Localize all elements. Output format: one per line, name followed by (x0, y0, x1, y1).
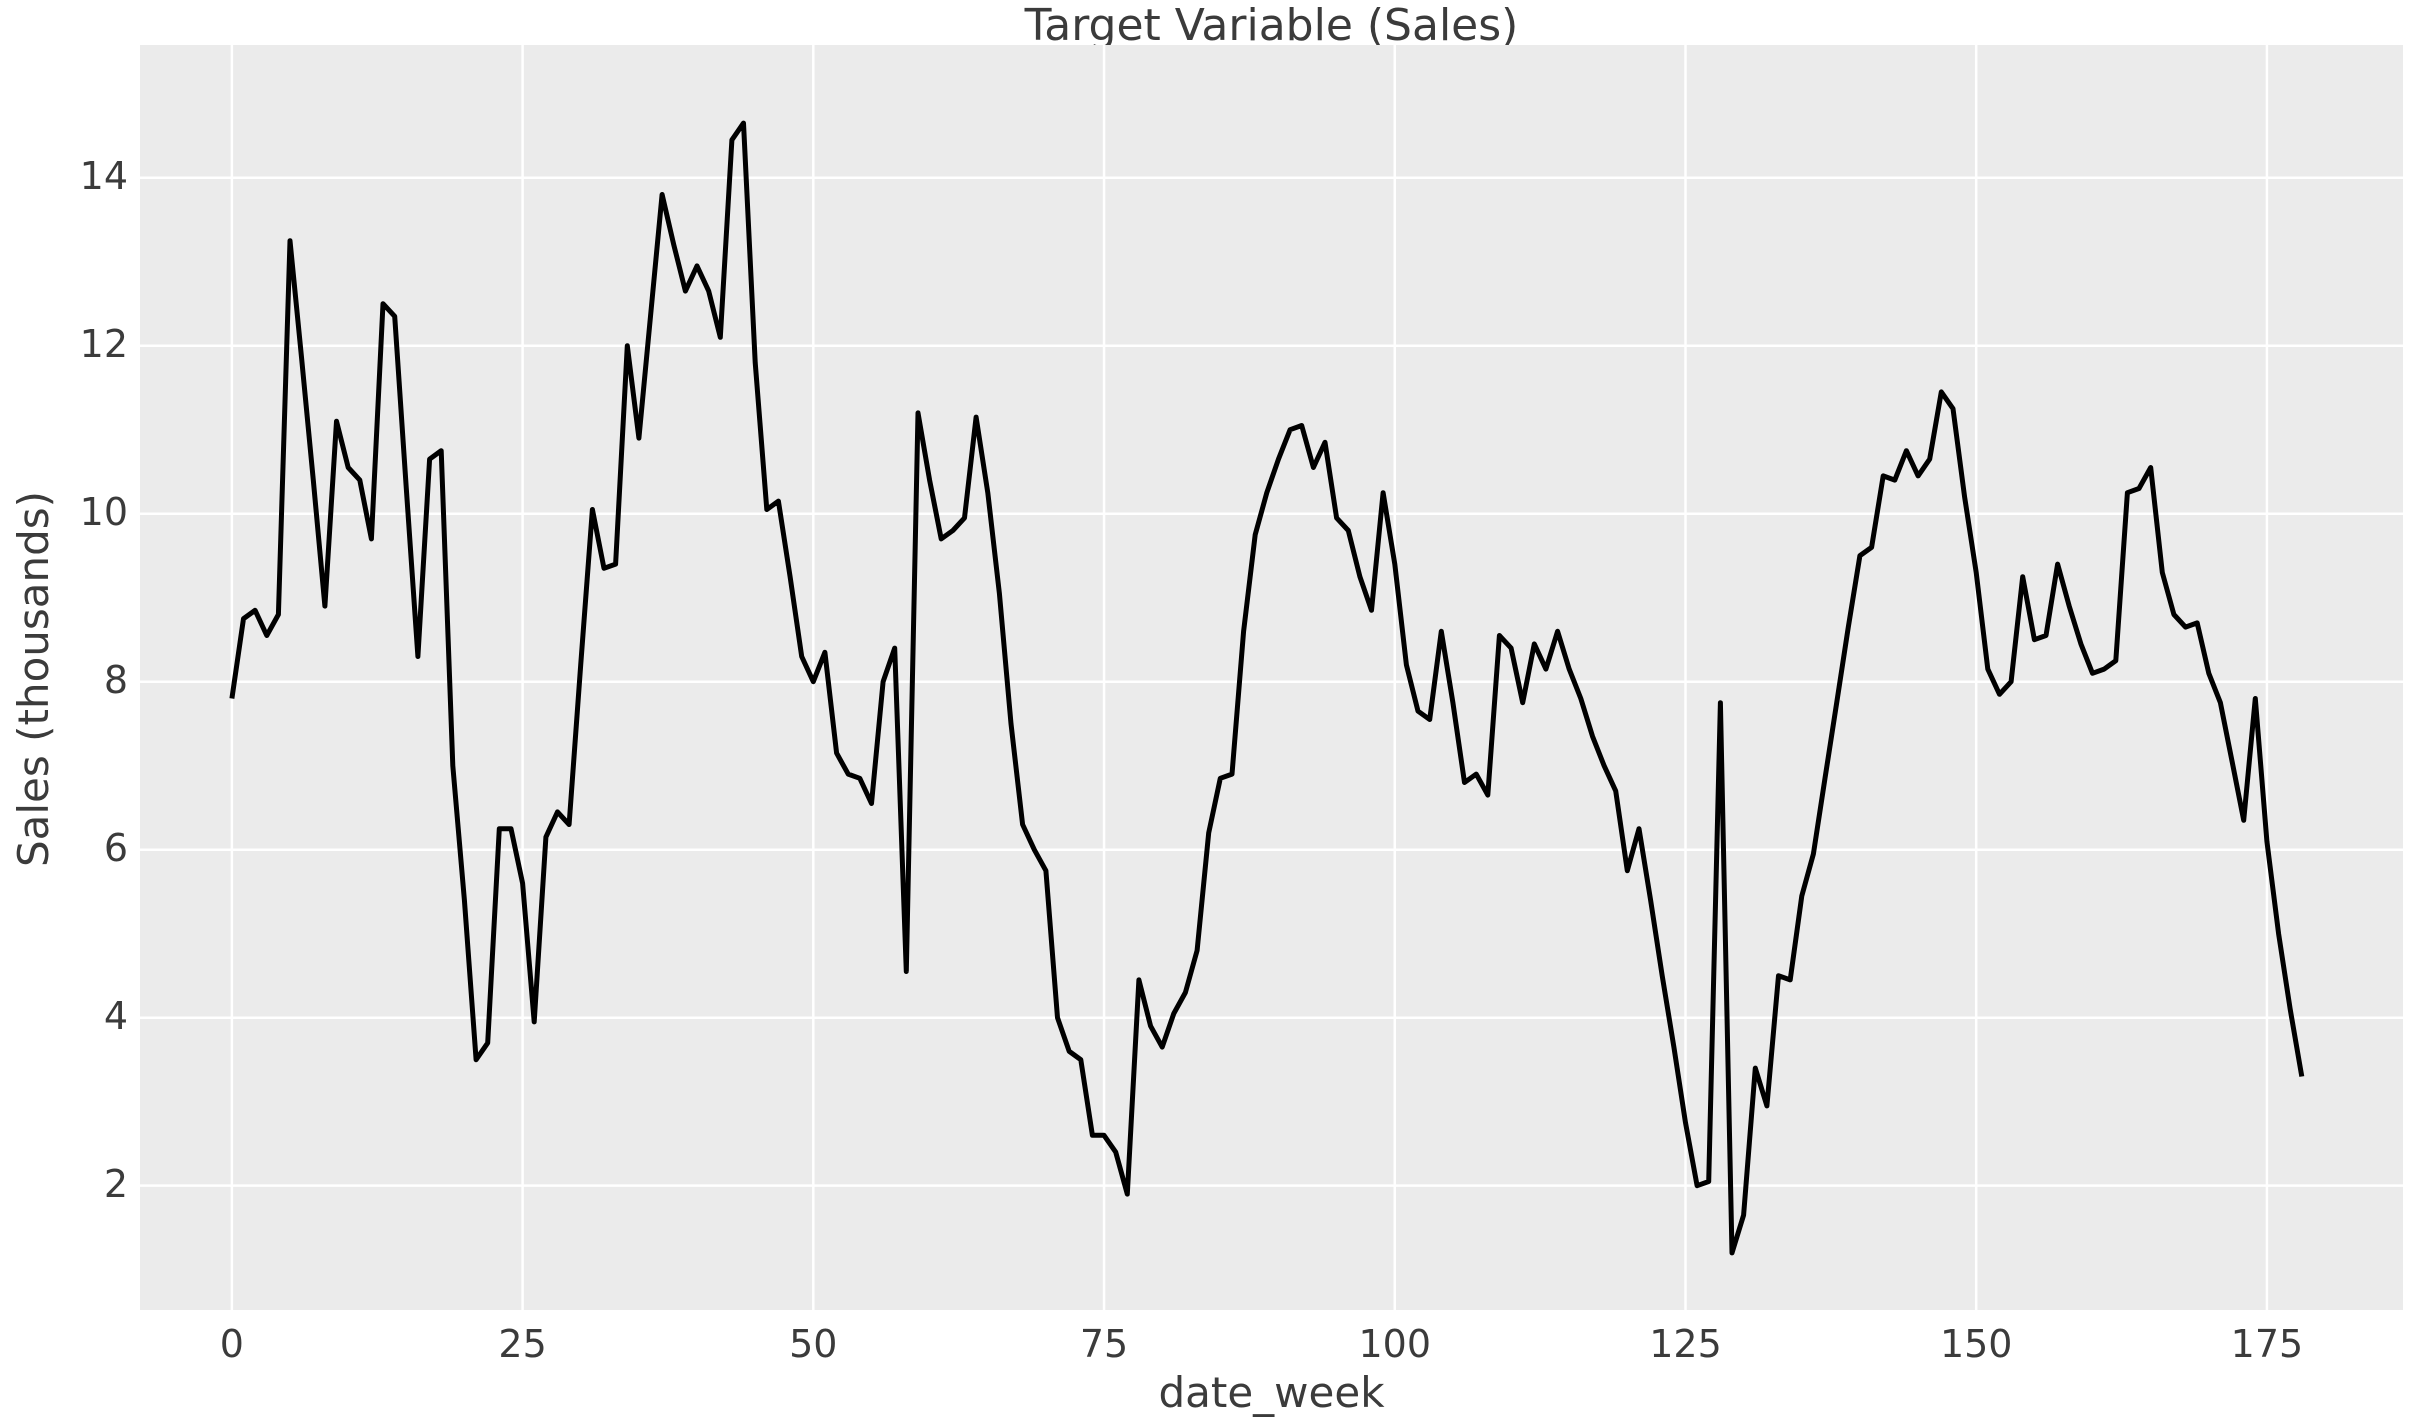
x-tick-label: 0 (219, 1322, 244, 1366)
chart-svg (140, 45, 2403, 1310)
grid (140, 45, 2403, 1310)
sales-line-series (229, 120, 2305, 1256)
x-tick-label: 75 (1079, 1322, 1129, 1366)
x-tick-label: 100 (1358, 1322, 1432, 1366)
y-tick-label: 14 (79, 153, 128, 198)
figure-title: Target Variable (Sales) (1024, 0, 1519, 51)
y-tick-label: 8 (103, 657, 128, 702)
y-tick-label: 4 (103, 993, 128, 1038)
y-tick-label: 6 (103, 825, 128, 870)
x-axis-label: date_week (1158, 1368, 1385, 1417)
x-tick-label: 50 (789, 1322, 838, 1366)
y-tick-label: 12 (79, 321, 128, 366)
x-tick-label: 125 (1649, 1322, 1722, 1366)
x-tick-label: 25 (498, 1322, 547, 1366)
y-axis-label: Sales (thousands) (9, 490, 58, 868)
x-tick-label: 175 (2230, 1322, 2304, 1366)
plot-area (140, 45, 2403, 1310)
y-tick-label: 2 (103, 1161, 128, 1206)
y-tick-label: 10 (79, 489, 128, 534)
x-tick-label: 150 (1939, 1322, 2013, 1366)
